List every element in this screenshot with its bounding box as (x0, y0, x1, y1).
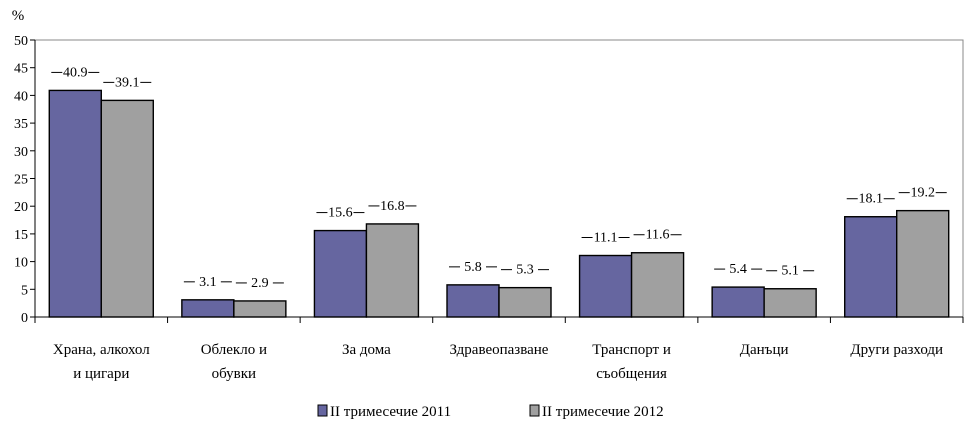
bars (48, 89, 950, 318)
category-label: обувки (212, 366, 256, 382)
bar-2 (630, 252, 685, 318)
data-labels: 40.9 3.1 15.6 5.8 11.1 5.4 18.1 39.1 2.9 16.8 5.3 1… (51, 65, 947, 291)
category-label: Данъци (740, 342, 789, 358)
category-label: Транспорт и (592, 342, 671, 358)
legend-item-2: II тримесечие 2012 (529, 404, 664, 420)
category-label: и цигари (73, 366, 129, 382)
data-label: 5.3 (516, 263, 534, 278)
y-tick-label: 15 (14, 228, 28, 243)
data-label: 18.1 (858, 192, 883, 207)
bar-1 (181, 299, 235, 318)
y-tick-label: 5 (21, 283, 28, 298)
data-label: 40.9 (63, 65, 88, 80)
y-tick-label: 10 (14, 256, 28, 271)
x-axis: Храна, алкохол и цигари Облекло и обувки За … (34, 316, 964, 382)
bar-1 (711, 286, 765, 318)
y-axis: 0 5 10 15 20 25 30 35 40 45 50 (14, 34, 36, 326)
bar-1 (844, 216, 898, 318)
bar-2 (763, 288, 817, 318)
y-tick-label: 50 (14, 34, 28, 49)
bar-1 (578, 254, 633, 318)
bar-2 (896, 209, 950, 318)
plot-area (34, 39, 964, 318)
data-label: 5.8 (464, 260, 482, 275)
y-tick-label: 40 (14, 89, 28, 104)
legend-label: II тримесечие 2012 (542, 404, 664, 420)
category-label: Храна, алкохол (53, 342, 150, 358)
data-label: 2.9 (251, 276, 269, 291)
data-label: 11.1 (594, 231, 618, 246)
y-tick-label: 0 (21, 311, 28, 326)
data-label: 5.1 (781, 264, 799, 279)
bar-1 (313, 229, 368, 318)
y-tick-label: 45 (14, 62, 28, 77)
data-label: 11.6 (646, 228, 670, 243)
y-tick-label: 30 (14, 145, 28, 160)
data-label: 15.6 (328, 206, 353, 221)
legend-item-1: II тримесечие 2011 (317, 404, 451, 420)
y-tick-label: 25 (14, 173, 28, 188)
data-label: 19.2 (910, 186, 935, 201)
bar-2 (498, 286, 552, 318)
category-label: Други разходи (850, 342, 943, 358)
bar-1 (446, 284, 500, 318)
data-label: 3.1 (199, 275, 217, 290)
data-label: 16.8 (380, 199, 405, 214)
bar-1 (48, 89, 102, 318)
y-unit-label: % (12, 8, 25, 24)
legend-swatch (317, 404, 328, 417)
y-tick-label: 35 (14, 117, 28, 132)
data-label: 39.1 (115, 75, 140, 90)
bar-2 (100, 99, 154, 318)
category-label: Облекло и (201, 342, 267, 358)
data-label: 5.4 (729, 262, 747, 277)
category-label: Здравеопазване (450, 342, 549, 358)
legend: II тримесечие 2011 II тримесечие 2012 (317, 404, 664, 420)
bar-2 (233, 300, 287, 318)
legend-swatch (529, 404, 540, 417)
legend-label: II тримесечие 2011 (330, 404, 451, 420)
category-label: съобщения (596, 366, 667, 382)
bar-2 (365, 223, 420, 318)
category-label: За дома (342, 342, 391, 358)
y-tick-label: 20 (14, 200, 28, 215)
